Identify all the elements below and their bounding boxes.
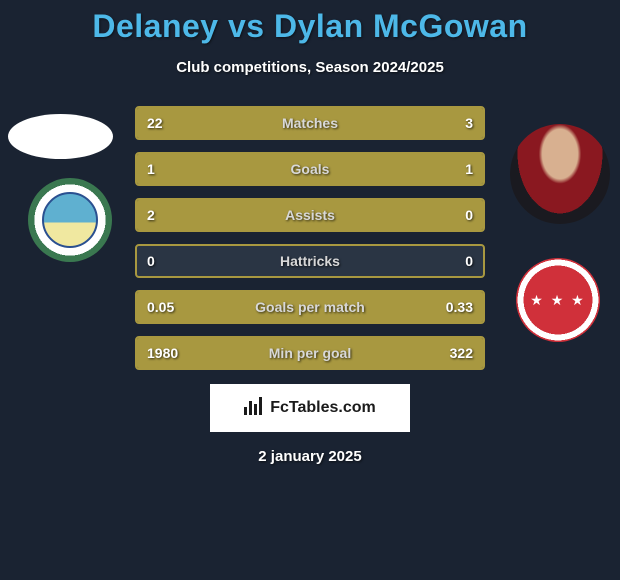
stat-fill-right (310, 154, 483, 184)
stat-label: Min per goal (269, 345, 351, 361)
stat-label: Goals (291, 161, 330, 177)
stat-label: Assists (285, 207, 335, 223)
stat-fill-left (137, 154, 310, 184)
stat-row: 0 Hattricks 0 (135, 244, 485, 278)
branding-text: FcTables.com (270, 399, 376, 417)
subtitle: Club competitions, Season 2024/2025 (0, 59, 620, 76)
stat-value-left: 22 (147, 115, 163, 131)
stat-value-right: 0.33 (446, 299, 473, 315)
stat-label: Goals per match (255, 299, 365, 315)
date-text: 2 january 2025 (0, 448, 620, 465)
stat-row: 2 Assists 0 (135, 198, 485, 232)
stat-row: 1980 Min per goal 322 (135, 336, 485, 370)
stat-label: Hattricks (280, 253, 340, 269)
branding-badge: FcTables.com (210, 384, 410, 432)
stat-value-left: 0.05 (147, 299, 174, 315)
stat-value-right: 322 (450, 345, 473, 361)
page-title: Delaney vs Dylan McGowan (0, 0, 620, 45)
stat-value-left: 1980 (147, 345, 178, 361)
stat-value-right: 0 (465, 207, 473, 223)
chart-icon (244, 397, 264, 420)
stat-value-left: 1 (147, 161, 155, 177)
stat-label: Matches (282, 115, 338, 131)
stat-value-right: 1 (465, 161, 473, 177)
stat-row: 22 Matches 3 (135, 106, 485, 140)
stats-container: 22 Matches 3 1 Goals 1 2 Assists 0 0 Hattricks 0 0.0… (0, 106, 620, 370)
stat-value-left: 0 (147, 253, 155, 269)
stat-row: 1 Goals 1 (135, 152, 485, 186)
stat-value-left: 2 (147, 207, 155, 223)
stat-row: 0.05 Goals per match 0.33 (135, 290, 485, 324)
stat-value-right: 0 (465, 253, 473, 269)
stat-value-right: 3 (465, 115, 473, 131)
